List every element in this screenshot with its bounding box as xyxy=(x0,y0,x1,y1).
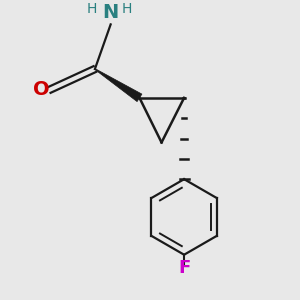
Text: F: F xyxy=(178,260,190,278)
Text: N: N xyxy=(103,3,119,22)
Text: H: H xyxy=(87,2,98,16)
Text: H: H xyxy=(121,2,132,16)
Text: O: O xyxy=(33,80,49,100)
Polygon shape xyxy=(95,69,142,102)
